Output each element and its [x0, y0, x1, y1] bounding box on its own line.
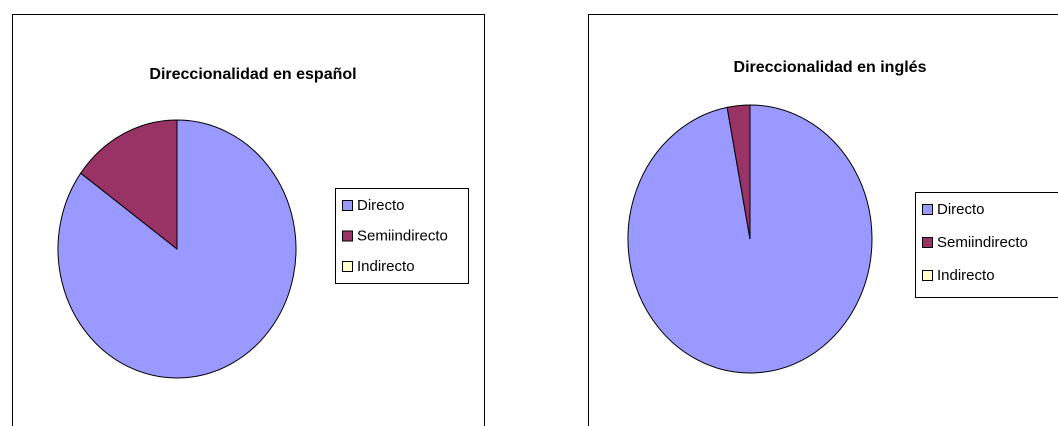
legend-label: Indirecto: [357, 258, 415, 275]
legend-swatch: [922, 270, 933, 281]
legend-box: [335, 188, 469, 284]
legend-swatch: [922, 237, 933, 248]
legend-label: Directo: [357, 197, 405, 214]
chart-title: Direccionalidad en inglés: [734, 59, 927, 76]
legend-label: Semiindirecto: [937, 234, 1028, 251]
legend-swatch: [922, 204, 933, 215]
legend-label: Indirecto: [937, 267, 995, 284]
legend-swatch: [342, 230, 353, 242]
legend-label: Semiindirecto: [357, 227, 448, 244]
legend-label: Directo: [937, 201, 985, 218]
legend-swatch: [342, 200, 353, 211]
legend-box: [915, 192, 1058, 298]
legend-swatch: [342, 261, 353, 272]
pie-slice: [80, 119, 178, 251]
chart-title: Direccionalidad en español: [149, 66, 356, 83]
